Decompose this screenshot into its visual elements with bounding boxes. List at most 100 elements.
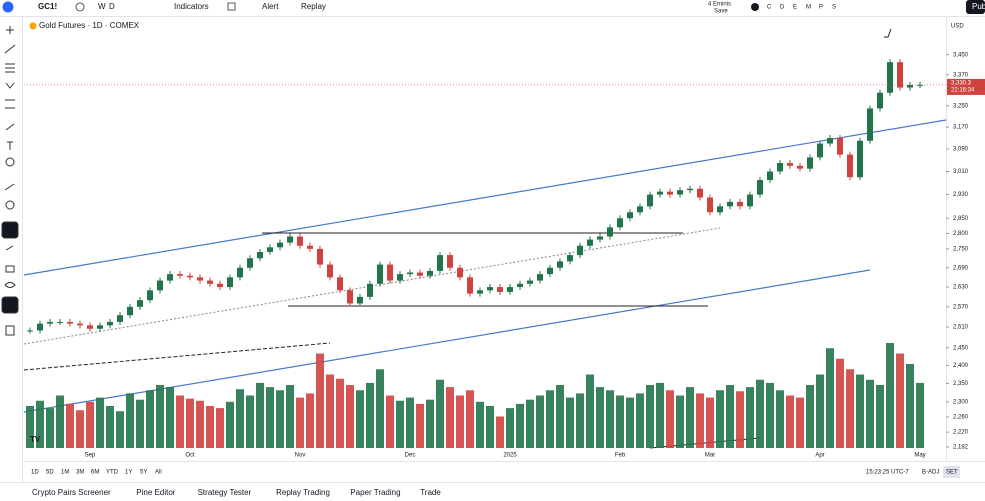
candle-body [237,267,243,278]
volume-bar [386,395,394,448]
candle-body [757,180,763,195]
volume-bar [426,399,434,448]
volume-bar [316,353,324,448]
interval[interactable]: D [109,2,115,11]
candle-body [627,212,633,219]
chart-title: Gold Futures · 1D · COMEX [39,21,140,30]
range-button[interactable]: 5Y [140,470,147,476]
volume-bar [726,385,734,448]
layout-name[interactable]: 4 Eminis [708,2,731,8]
session-toggle[interactable]: SET [946,470,958,476]
top-toolbar [0,0,985,16]
candle-body [377,264,383,284]
layout-state: Save [714,9,728,15]
quick-key[interactable]: M [806,5,811,11]
quick-key[interactable]: D [780,5,785,11]
volume-bar [96,397,104,448]
add-chart[interactable] [751,3,759,11]
candle-body [847,154,853,178]
range-button[interactable]: 6M [91,470,99,476]
add-symbol[interactable] [75,2,85,12]
volume-bar [216,408,224,448]
y-tick-label: 3,450 [953,52,969,58]
volume-bar [346,385,354,448]
templates-icon[interactable] [227,2,236,11]
alert-button[interactable]: Alert [262,2,279,11]
candle-body [447,255,453,268]
volume-bar [46,408,54,448]
y-tick-label: 3,010 [953,169,969,175]
quick-key[interactable]: P [819,5,823,11]
symbol[interactable]: GC1! [38,2,57,11]
candle-body [827,138,833,144]
footer-tab[interactable]: Crypto Pairs Screener [32,488,111,497]
range-button[interactable]: 3M [76,470,84,476]
range-button[interactable]: 1Y [125,470,132,476]
volume-bar [596,387,604,448]
volume-bar [356,390,364,448]
volume-bar [116,411,124,448]
avatar[interactable] [2,1,14,13]
candle-body [607,227,613,237]
footer-tab[interactable]: Pine Editor [136,488,175,497]
candle-body [117,315,123,322]
candle-body [457,267,463,278]
x-tick-label: Apr [815,453,824,459]
adjust-toggle[interactable]: B-ADJ [922,470,939,476]
candle-body [257,251,263,259]
footer-tab[interactable]: Strategy Tester [198,488,252,497]
volume-bar [806,385,814,448]
volume-bar [86,401,94,448]
candle-body [57,321,63,323]
volume-bar [576,393,584,448]
candle-body [477,290,483,294]
volume-bar [36,400,44,448]
candle-body [637,206,643,213]
volume-bar [146,390,154,448]
y-tick-label: 2,690 [953,265,969,271]
y-tick-label: 2,750 [953,246,969,252]
indicators-button[interactable]: Indicators [174,2,209,11]
candle-body [177,274,183,276]
volume-bar [756,379,764,448]
replay-button[interactable]: Replay [301,2,326,11]
publish-label[interactable]: Pub [972,2,985,11]
range-button[interactable]: All [155,470,162,476]
candle-body [97,325,103,329]
footer-tab[interactable]: Replay Trading [276,488,330,497]
publish-button[interactable] [966,0,985,14]
candle-body [597,236,603,240]
quick-key[interactable]: C [767,5,772,11]
clock: 15:23:25 UTC-7 [866,470,909,476]
candle-body [207,280,213,284]
candle-body [247,258,253,268]
range-button[interactable]: 1M [61,470,69,476]
footer-tab[interactable]: Paper Trading [350,488,400,497]
range-button[interactable]: 5D [46,470,54,476]
volume-bar [646,385,654,448]
footer-tab[interactable]: Trade [420,488,441,497]
volume-bar [366,382,374,448]
volume-bar [696,393,704,448]
range-button[interactable]: YTD [106,470,119,476]
session-bg [943,466,960,478]
x-tick-label: Mar [705,453,715,459]
quick-key[interactable]: E [793,5,797,11]
volume-bar [326,374,334,448]
y-tick-label: 3,170 [953,125,969,131]
volume-bar [206,406,214,448]
last-price-label: 3,330.3 [951,80,972,86]
quick-key[interactable]: S [832,5,836,11]
y-tick-label: 2,350 [953,381,969,387]
candle-body [887,62,893,93]
volume-bar [546,390,554,448]
drawing-tools [1,26,19,336]
candle-body [267,247,273,252]
interval[interactable]: W [98,2,106,11]
candle-body [277,242,283,248]
x-tick-label: 2025 [503,453,517,459]
range-button[interactable]: 1D [31,470,39,476]
volume-bar [826,348,834,448]
y-tick-label: 2,800 [953,231,969,237]
volume-bar [856,374,864,448]
